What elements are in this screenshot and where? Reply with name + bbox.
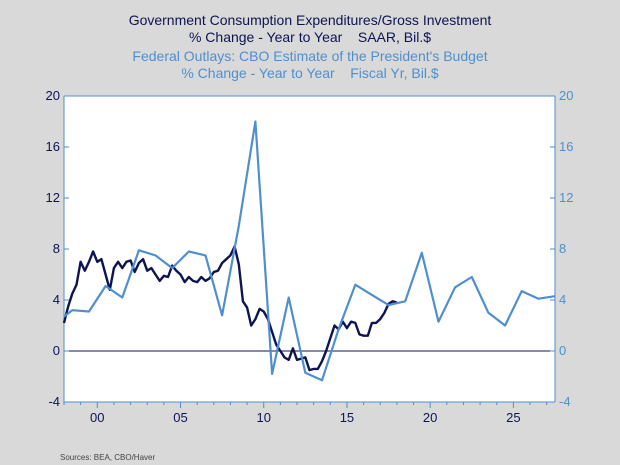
y-tick-label-right: 20 bbox=[559, 88, 573, 103]
y-tick-label-right: 0 bbox=[559, 343, 566, 358]
plot-area bbox=[64, 96, 555, 402]
chart-title-series1-line1: Government Consumption Expenditures/Gros… bbox=[128, 12, 492, 28]
y-tick-label-right: 12 bbox=[559, 190, 573, 205]
x-tick-label: 15 bbox=[340, 410, 354, 425]
x-tick-label: 05 bbox=[173, 410, 187, 425]
y-tick-label-right: 4 bbox=[559, 292, 566, 307]
x-tick-label: 25 bbox=[506, 410, 520, 425]
y-tick-label-right: -4 bbox=[559, 394, 571, 409]
y-tick-label-left: -4 bbox=[48, 394, 60, 409]
source-note: Sources: BEA, CBO/Haver bbox=[60, 453, 156, 462]
x-tick-label: 00 bbox=[90, 410, 104, 425]
y-tick-label-left: 4 bbox=[53, 292, 60, 307]
chart-title-series2-line1: Federal Outlays: CBO Estimate of the Pre… bbox=[132, 48, 488, 64]
y-tick-label-left: 16 bbox=[46, 139, 60, 154]
y-tick-label-left: 8 bbox=[53, 241, 60, 256]
y-tick-label-right: 8 bbox=[559, 241, 566, 256]
chart-title-series1-line2: % Change - Year to Year SAAR, Bil.$ bbox=[188, 29, 432, 45]
series-line-federal-outlays bbox=[63, 120, 556, 382]
x-tick-label: 10 bbox=[256, 410, 270, 425]
x-tick-label: 20 bbox=[423, 410, 437, 425]
y-tick-label-right: 16 bbox=[559, 139, 573, 154]
y-tick-label-left: 20 bbox=[46, 88, 60, 103]
y-tick-label-left: 12 bbox=[46, 190, 60, 205]
chart-title-series2-line2: % Change - Year to Year Fiscal Yr, Bil.$ bbox=[181, 65, 439, 81]
y-tick-label-left: 0 bbox=[53, 343, 60, 358]
